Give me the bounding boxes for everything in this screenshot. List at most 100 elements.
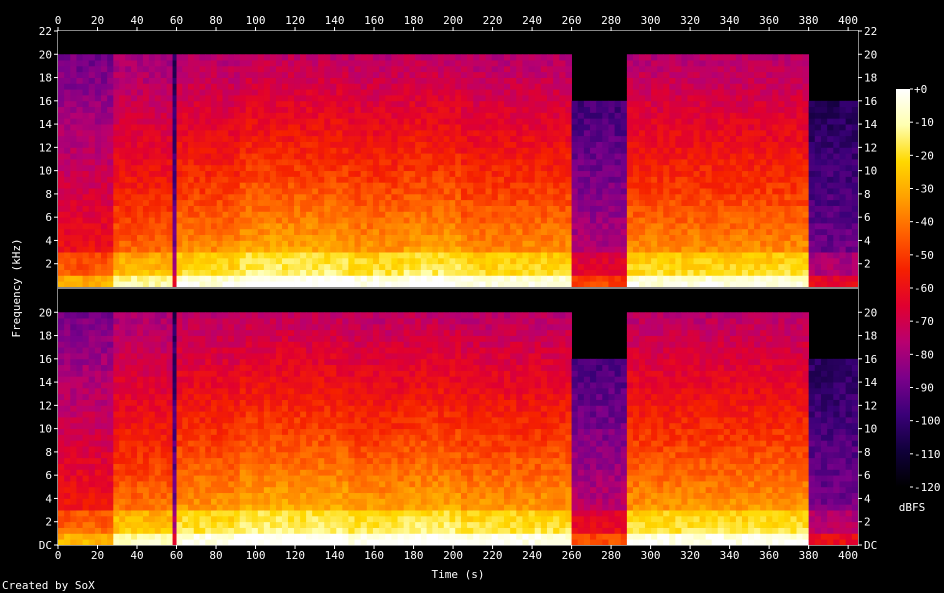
spectrogram-cell xyxy=(766,199,773,206)
spectrogram-cell xyxy=(228,176,235,183)
spectrogram-cell xyxy=(432,205,439,212)
spectrogram-cell xyxy=(70,83,77,90)
spectrogram-cell xyxy=(379,199,386,206)
spectrogram-cell xyxy=(366,182,374,189)
spectrogram-cell xyxy=(125,257,132,265)
spectrogram-cell xyxy=(288,263,295,270)
spectrogram-cell xyxy=(516,100,523,108)
spectrogram-cell xyxy=(330,141,337,148)
spectrogram-cell xyxy=(534,118,542,125)
spectrogram-cell xyxy=(669,164,676,172)
spectrogram-cell xyxy=(784,240,791,247)
spectrogram-cell xyxy=(324,188,331,195)
spectrogram-cell xyxy=(711,153,719,160)
spectrogram-cell xyxy=(614,141,622,148)
spectrogram-cell xyxy=(814,281,822,288)
spectrogram-cell xyxy=(166,240,173,247)
spectrogram-cell xyxy=(639,164,646,172)
spectrogram-cell xyxy=(385,77,392,84)
spectrogram-cell xyxy=(778,193,785,201)
spectrogram-cell xyxy=(614,176,622,183)
spectrogram-cell xyxy=(479,65,486,73)
spectrogram-cell xyxy=(808,275,816,282)
spectrogram-cell xyxy=(182,159,189,166)
spectrogram-cell xyxy=(687,83,694,90)
spectrogram-cell xyxy=(222,269,229,276)
spectrogram-cell xyxy=(479,211,486,218)
spectrogram-cell xyxy=(645,246,652,253)
spectrogram-cell xyxy=(269,263,277,270)
spectrogram-cell xyxy=(455,141,462,148)
spectrogram-cell xyxy=(772,176,779,183)
spectrogram-cell xyxy=(717,159,725,166)
spectrogram-cell xyxy=(148,89,156,96)
spectrogram-cell xyxy=(58,182,65,189)
spectrogram-cell xyxy=(101,228,108,236)
spectrogram-cell xyxy=(663,164,670,172)
spectrogram-cell xyxy=(426,252,433,259)
spectrogram-cell xyxy=(443,100,450,108)
spectrogram-cell xyxy=(503,170,511,177)
spectrogram-cell xyxy=(420,252,427,259)
spectrogram-cell xyxy=(497,153,505,160)
spectrogram-cell xyxy=(632,234,640,241)
spectrogram-cell xyxy=(211,65,218,73)
spectrogram-cell xyxy=(372,118,380,125)
spectrogram-cell xyxy=(142,269,150,276)
spectrogram-cell xyxy=(172,176,177,183)
spectrogram-cell xyxy=(778,257,785,265)
spectrogram-cell xyxy=(119,176,126,183)
spectrogram-cell xyxy=(58,65,65,73)
spectrogram-cell xyxy=(565,257,572,265)
spectrogram-cell xyxy=(107,193,114,201)
spectrogram-cell xyxy=(754,228,761,236)
spectrogram-cell xyxy=(485,112,493,119)
spectrogram-cell xyxy=(479,252,486,259)
spectrogram-cell xyxy=(125,182,132,189)
spectrogram-cell xyxy=(125,246,132,253)
spectrogram-cell xyxy=(148,83,156,90)
spectrogram-cell xyxy=(614,217,622,224)
spectrogram-cell xyxy=(70,246,77,253)
spectrogram-cell xyxy=(559,147,566,154)
spectrogram-cell xyxy=(814,228,822,236)
spectrogram-cell xyxy=(426,112,433,119)
spectrogram-cell xyxy=(119,124,126,131)
spectrogram-cell xyxy=(699,112,707,119)
spectrogram-cell xyxy=(245,71,253,78)
spectrogram-cell xyxy=(772,135,779,142)
spectrogram-cell xyxy=(608,188,615,195)
spectrogram-cell xyxy=(534,269,542,276)
spectrogram-cell xyxy=(269,129,277,137)
spectrogram-cell xyxy=(485,60,493,67)
spectrogram-cell xyxy=(107,199,114,206)
spectrogram-cell xyxy=(717,275,725,282)
spectrogram-cell xyxy=(772,223,779,230)
spectrogram-cell xyxy=(263,257,271,265)
spectrogram-cell xyxy=(360,129,368,137)
spectrogram-cell xyxy=(125,217,132,224)
spectrogram-cell xyxy=(491,89,499,96)
spectrogram-cell xyxy=(397,65,405,73)
spectrogram-cell xyxy=(645,176,652,183)
spectrogram-cell xyxy=(651,252,658,259)
spectrogram-cell xyxy=(705,159,713,166)
spectrogram-cell xyxy=(107,205,114,212)
spectrogram-cell xyxy=(275,159,283,166)
spectrogram-cell xyxy=(559,199,566,206)
spectrogram-cell xyxy=(516,77,523,84)
spectrogram-cell xyxy=(497,129,505,137)
spectrogram-cell xyxy=(432,71,439,78)
spectrogram-cell xyxy=(360,193,368,201)
spectrogram-cell xyxy=(182,135,189,142)
spectrogram-cell xyxy=(257,176,265,183)
spectrogram-cell xyxy=(717,193,725,201)
spectrogram-cell xyxy=(188,83,195,90)
spectrogram-cell xyxy=(269,240,277,247)
spectrogram-cell xyxy=(131,252,138,259)
spectrogram-cell xyxy=(443,176,450,183)
spectrogram-cell xyxy=(205,217,212,224)
spectrogram-cell xyxy=(772,211,779,218)
spectrogram-cell xyxy=(729,159,737,166)
spectrogram-cell xyxy=(735,234,743,241)
